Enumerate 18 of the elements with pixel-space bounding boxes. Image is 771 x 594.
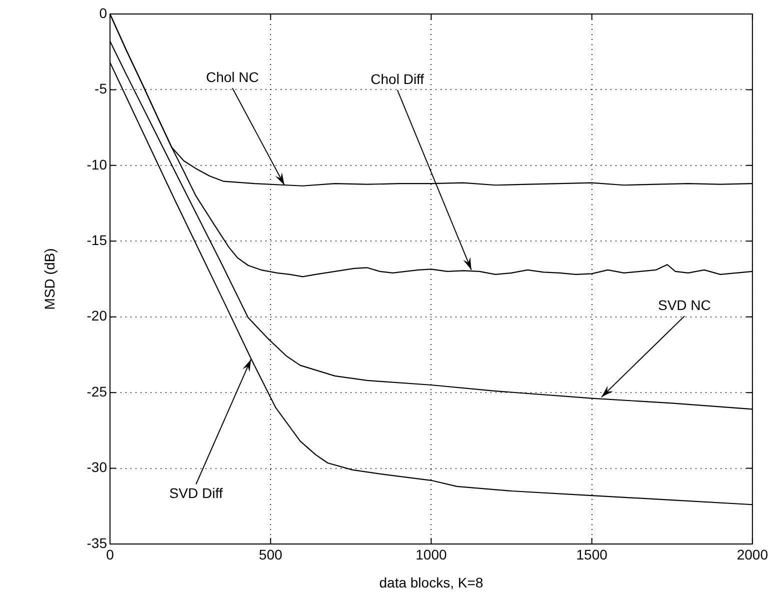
y-tick-label: 0 <box>99 4 108 21</box>
x-tick-label: 500 <box>258 546 282 562</box>
y-tick-label: -20 <box>86 308 108 324</box>
y-axis-title: MSD (dB) <box>41 248 58 310</box>
y-tick-label: -10 <box>86 156 108 172</box>
x-axis-title: data blocks, K=8 <box>379 574 484 590</box>
x-tick-label: 1500 <box>576 546 608 562</box>
y-tick-label: -35 <box>86 534 108 551</box>
annotation: Chol Diff <box>370 70 424 87</box>
y-tick-label: -25 <box>86 383 108 400</box>
annotation: SVD Diff <box>169 485 223 502</box>
y-tick-label: -30 <box>86 459 108 476</box>
y-tick-label: -15 <box>86 232 108 248</box>
annotation: SVD NC <box>658 296 711 313</box>
y-tick-label: -5 <box>94 80 108 97</box>
annotation: Chol NC <box>206 68 259 85</box>
x-tick-label: 2000 <box>736 546 768 562</box>
x-tick-label: 1000 <box>416 546 447 562</box>
